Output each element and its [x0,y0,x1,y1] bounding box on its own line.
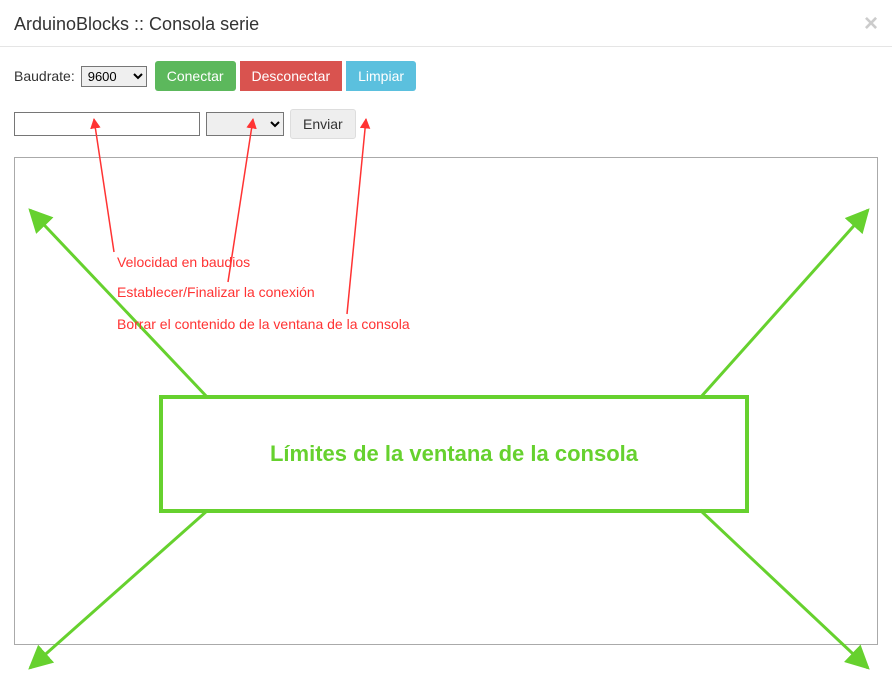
annotation-connection: Establecer/Finalizar la conexión [117,284,315,300]
connect-button[interactable]: Conectar [155,61,236,91]
window-title: ArduinoBlocks :: Consola serie [14,14,259,35]
baudrate-label: Baudrate: [14,68,75,84]
disconnect-button[interactable]: Desconectar [240,61,343,91]
baudrate-select[interactable]: 9600 [81,66,147,87]
header: ArduinoBlocks :: Consola serie × [0,0,892,47]
toolbar: Baudrate: 9600 Conectar Desconectar Limp… [0,47,892,97]
annotation-clear: Borrar el contenido de la ventana de la … [117,316,410,332]
close-icon[interactable]: × [864,12,878,36]
send-input[interactable] [14,112,200,136]
send-row: Enviar [0,97,892,151]
annotation-baudrate: Velocidad en baudios [117,254,250,270]
send-button[interactable]: Enviar [290,109,356,139]
console-limits-label: Límites de la ventana de la consola [270,441,638,467]
lineending-select[interactable] [206,112,284,136]
console-limits-box: Límites de la ventana de la consola [159,395,749,513]
clear-button[interactable]: Limpiar [346,61,416,91]
